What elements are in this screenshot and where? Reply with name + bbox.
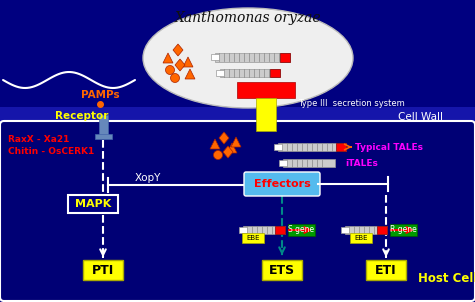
Bar xyxy=(288,224,315,236)
Bar xyxy=(377,226,387,234)
Bar xyxy=(283,159,335,167)
Bar xyxy=(270,69,280,77)
Polygon shape xyxy=(175,59,185,71)
Text: Cell Wall: Cell Wall xyxy=(398,112,443,122)
Bar xyxy=(366,260,406,280)
Circle shape xyxy=(213,150,222,159)
Text: Receptor: Receptor xyxy=(55,111,108,121)
Bar xyxy=(215,53,290,62)
Bar xyxy=(243,226,285,234)
Polygon shape xyxy=(219,132,229,144)
Bar xyxy=(280,53,290,62)
Bar xyxy=(341,227,349,233)
Text: iTALEs: iTALEs xyxy=(345,159,378,168)
Text: XopY: XopY xyxy=(135,173,161,183)
Text: ETS: ETS xyxy=(269,264,295,277)
Polygon shape xyxy=(183,57,193,67)
Bar xyxy=(274,144,282,150)
Text: Effectors: Effectors xyxy=(254,179,310,189)
Bar xyxy=(279,160,287,166)
Bar xyxy=(256,98,276,131)
Text: PAMPs: PAMPs xyxy=(81,90,119,100)
Text: EBE: EBE xyxy=(354,235,368,241)
Bar xyxy=(99,115,108,137)
Text: Typical TALEs: Typical TALEs xyxy=(355,143,423,152)
Polygon shape xyxy=(223,146,233,158)
Bar xyxy=(390,224,417,236)
Bar xyxy=(242,233,264,243)
Polygon shape xyxy=(231,137,241,147)
Text: Type III  secretion system: Type III secretion system xyxy=(298,99,405,108)
Bar xyxy=(275,226,285,234)
Bar xyxy=(211,54,219,60)
Text: R gene: R gene xyxy=(390,226,417,234)
Bar xyxy=(216,70,224,76)
Bar xyxy=(95,134,112,139)
Bar xyxy=(336,143,346,151)
Text: S gene: S gene xyxy=(288,226,314,234)
Text: RaxX - Xa21: RaxX - Xa21 xyxy=(8,136,69,144)
Polygon shape xyxy=(185,69,195,79)
Polygon shape xyxy=(227,143,237,153)
Bar xyxy=(220,69,280,77)
Ellipse shape xyxy=(143,8,353,108)
Polygon shape xyxy=(173,44,183,56)
Circle shape xyxy=(171,73,180,82)
Circle shape xyxy=(165,66,174,75)
Bar xyxy=(237,82,295,98)
Text: EBE: EBE xyxy=(246,235,260,241)
Polygon shape xyxy=(210,139,220,149)
Text: Xanthomonas oryzae: Xanthomonas oryzae xyxy=(175,11,321,25)
Bar xyxy=(262,260,302,280)
FancyBboxPatch shape xyxy=(0,121,475,301)
Text: PTI: PTI xyxy=(92,264,114,277)
FancyBboxPatch shape xyxy=(244,172,320,196)
Bar xyxy=(83,260,123,280)
Bar xyxy=(350,233,372,243)
Text: ETI: ETI xyxy=(375,264,397,277)
Polygon shape xyxy=(163,53,173,63)
Text: Host Cell: Host Cell xyxy=(418,271,475,284)
Bar xyxy=(0,107,475,125)
Text: Chitin - OsCERK1: Chitin - OsCERK1 xyxy=(8,147,94,156)
Bar xyxy=(345,226,387,234)
Bar xyxy=(278,143,346,151)
Bar xyxy=(239,227,247,233)
Text: MAPK: MAPK xyxy=(75,199,111,209)
Bar xyxy=(68,195,118,213)
